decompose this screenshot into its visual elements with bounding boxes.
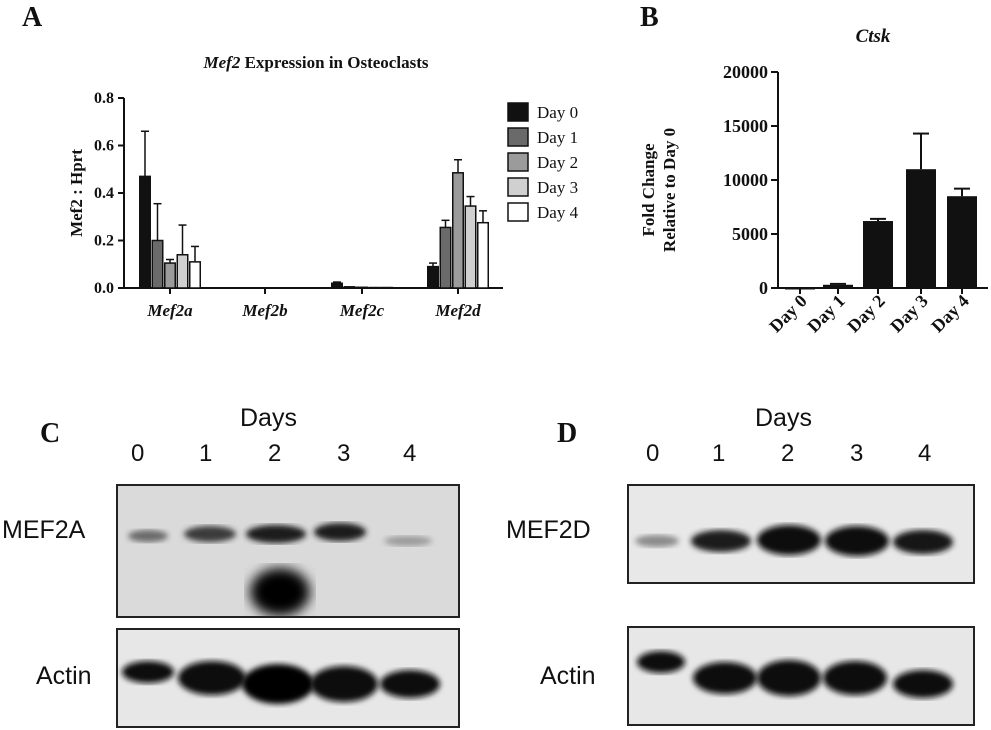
panel-label-b: B (640, 2, 659, 33)
blot-d-actin-band-lane-2 (757, 660, 821, 696)
chart-a-x-tick-label: Mef2a (146, 301, 193, 320)
blot-c-mef2a-band-lane-1 (184, 526, 236, 542)
chart-b-x-tick-label: Day 3 (886, 291, 932, 337)
chart-b-y-tick-label: 5000 (732, 224, 768, 244)
blot-d-mef2d-band-lane-0 (635, 535, 679, 547)
blot-c-mef2a-band-lane-3 (314, 523, 366, 541)
chart-b-y-tick-label: 15000 (723, 116, 768, 136)
blot-c-lane-3: 3 (337, 440, 351, 467)
chart-b-y-tick-label: 20000 (723, 62, 768, 82)
blot-d-top-label: MEF2D (506, 516, 591, 544)
chart-b-title: Ctsk (856, 26, 891, 47)
chart-a-x-tick-label: Mef2b (241, 301, 287, 320)
blot-d-mef2d-membrane (627, 484, 975, 584)
chart-a-y-tick-label: 0.6 (94, 138, 114, 155)
blot-c-top-label: MEF2A (2, 516, 86, 544)
chart-a-legend-swatch (507, 177, 529, 197)
chart-a-y-tick-label: 0.8 (94, 90, 114, 107)
blot-c-lane-1: 1 (199, 440, 213, 467)
blot-c-actin-band-lane-2 (242, 664, 314, 704)
blot-d-days-title: Days (755, 404, 812, 432)
chart-a-legend-swatch (507, 127, 529, 147)
chart-a-legend-swatch (507, 202, 529, 222)
blot-d-lane-0: 0 (646, 440, 660, 467)
chart-b-y-axis-label-line1: Fold Change (639, 143, 658, 236)
blot-d-bottom-label: Actin (540, 662, 596, 690)
blot-c-actin-band-lane-4 (380, 670, 440, 698)
chart-b-bar (906, 169, 936, 288)
chart-b-x-tick-label: Day 4 (927, 291, 973, 337)
chart-b-bar (947, 196, 977, 288)
chart-a-legend-swatch (507, 152, 529, 172)
chart-a-legend-swatch (507, 102, 529, 122)
chart-a-legend-label: Day 2 (537, 153, 578, 172)
chart-b-bar (863, 221, 893, 288)
blot-c-lane-4: 4 (403, 440, 417, 467)
blot-c-mef2a-membrane (116, 484, 460, 618)
chart-a-legend-label: Day 4 (537, 203, 579, 222)
chart-b-x-tick-label: Day 0 (765, 291, 811, 337)
panel-label-a: A (22, 2, 43, 33)
blot-d-lane-3: 3 (850, 440, 864, 467)
blot-d-lane-1: 1 (712, 440, 726, 467)
blot-d-lane-2: 2 (781, 440, 795, 467)
chart-a-x-tick-label: Mef2c (339, 301, 385, 320)
panel-label-c: C (40, 418, 61, 449)
blot-c-mef2a-band-lane-0 (128, 530, 168, 542)
blot-c-lane-0: 0 (131, 440, 145, 467)
panel-label-d: D (557, 418, 578, 449)
blot-c-mef2a-band-lane-4 (384, 536, 432, 546)
blot-c-lane-2: 2 (268, 440, 282, 467)
blot-d-lane-4: 4 (918, 440, 932, 467)
chart-b-bar (823, 284, 853, 288)
blot-d-actin-band-lane-0 (637, 651, 685, 673)
blot-d-actin-band-lane-3 (823, 661, 887, 695)
chart-a-bar (343, 286, 356, 289)
blot-c-bottom-label: Actin (36, 662, 92, 690)
blot-c-actin-membrane (116, 628, 460, 728)
blot-c-actin-band-lane-0 (122, 661, 174, 683)
blot-d-actin-membrane (627, 626, 975, 726)
chart-a-legend-label: Day 1 (537, 128, 578, 147)
chart-b-x-tick-label: Day 1 (803, 291, 849, 337)
blot-c-actin-band-lane-1 (178, 661, 246, 695)
blot-d-actin-band-lane-4 (893, 670, 953, 698)
chart-a-legend-label: Day 3 (537, 178, 578, 197)
chart-a-y-tick-label: 0.2 (94, 233, 114, 250)
chart-b-y-tick-label: 0 (759, 278, 768, 298)
blot-d-mef2d-band-lane-2 (757, 525, 821, 555)
blot-d-mef2d-band-lane-4 (893, 530, 953, 554)
chart-b-x-tick-label: Day 2 (843, 291, 889, 337)
blot-c-days-title: Days (240, 404, 297, 432)
blot-c-mef2a-band-lane-2 (246, 525, 306, 543)
blot-d-mef2d-band-lane-3 (825, 526, 889, 556)
chart-a-y-tick-label: 0.4 (94, 185, 114, 202)
blot-c-actin-band-lane-3 (310, 666, 378, 702)
mef2-expression-chart: Mef2 Expression in Osteoclasts Mef2 : Hp… (67, 53, 579, 320)
chart-a-x-tick-label: Mef2d (434, 301, 481, 320)
chart-b-bar (785, 287, 815, 290)
blot-d-mef2d-band-lane-1 (691, 530, 751, 552)
chart-a-y-tick-label: 0.0 (94, 280, 114, 297)
chart-a-y-axis-label: Mef2 : Hprt (67, 149, 86, 237)
chart-a-legend-label: Day 0 (537, 103, 578, 122)
ctsk-fold-change-chart: Ctsk Fold Change Relative to Day 0 0 5000… (639, 26, 988, 337)
chart-a-bar (356, 286, 368, 289)
blot-d-actin-band-lane-1 (693, 662, 757, 694)
chart-a-title: Mef2 Expression in Osteoclasts (203, 53, 429, 72)
chart-b-y-axis-label-line2: Relative to Day 0 (660, 128, 679, 252)
chart-b-y-tick-label: 10000 (723, 170, 768, 190)
blot-c-mef2a-blot-smear (250, 568, 310, 616)
